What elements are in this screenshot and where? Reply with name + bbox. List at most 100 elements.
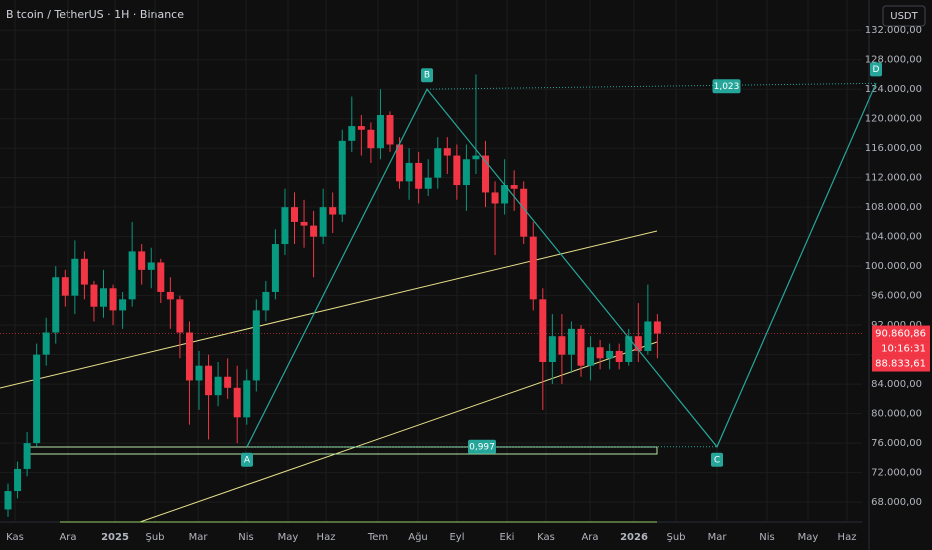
candle-body [109,288,117,311]
pattern-point-badge [870,62,882,77]
candle-body [615,350,623,363]
ratio-badge [468,439,496,454]
candle-body [510,185,518,189]
candle-body [71,258,79,296]
candle-body [520,188,528,237]
currency-button[interactable]: USDT [882,5,926,27]
candle-body [61,277,69,296]
x-tick-label: Haz [317,532,336,543]
pattern-line [246,83,877,448]
x-tick-label: Ara [581,532,598,543]
candle-body [224,376,232,388]
candle-body [472,155,480,160]
chart-title: Bitcoin / TetherUS · 1H · Binance [6,8,184,21]
candle-body [539,299,547,363]
x-tick-label: 2025 [101,532,129,543]
candle-body [119,299,127,311]
y-tick-label: 84.000,00 [871,379,922,390]
candle-body [100,288,107,307]
y-tick-label: 116.000,00 [865,143,922,154]
y-tick-label: 112.000,00 [865,173,922,184]
y-tick-label: 108.000,00 [865,202,922,213]
candle-body [319,207,327,237]
y-tick-label: 104.000,00 [865,232,922,243]
candle-body [4,491,12,510]
second-price-badge [872,355,930,372]
trend-line [139,341,658,523]
pattern-point-badge [241,452,253,467]
ratio-badge [712,79,741,94]
y-tick-label: 80.000,00 [871,409,922,420]
candle-body [491,192,499,204]
candle-body [462,159,470,186]
x-tick-label: Nis [759,532,774,543]
x-tick-label: May [798,532,819,543]
candle-body [501,185,509,204]
candle-body [443,148,451,156]
candle-body [90,284,98,307]
x-tick-label: 2026 [620,532,648,543]
y-tick-label: 72.000,00 [871,468,922,479]
currency-label[interactable]: USDT [890,11,918,22]
countdown-badge [872,341,930,356]
candle-body [577,328,585,366]
candle-body [587,347,595,366]
candle-body [128,251,136,300]
candle-body [233,387,241,418]
y-tick-label: 132.000,00 [865,25,922,36]
candle-body [644,321,652,351]
candle-body [367,129,375,149]
candle-body [348,126,356,141]
candle-body [42,332,50,355]
candle-body [653,321,661,334]
pattern-point-label: D [873,65,880,75]
candle-body [606,350,614,359]
button-frame[interactable] [882,5,926,27]
pattern-point-label: A [244,455,251,465]
candle-body [195,365,203,381]
y-tick-label: 96.000,00 [871,291,922,302]
x-tick-label: Kas [537,532,555,543]
candle-body [634,336,642,351]
x-tick-label: Tem [367,532,388,543]
x-tick-label: Eyl [449,532,464,543]
candle-body [14,468,22,492]
x-tick-label: Mar [189,532,209,543]
candle-body [271,244,279,292]
candle-body [80,258,88,285]
y-tick-label: 120.000,00 [865,114,922,125]
y-tick-label: 76.000,00 [871,438,922,449]
candle-body [23,443,31,469]
candle-body [405,162,413,182]
candle-body [157,262,165,292]
pattern-point-badge [421,68,433,83]
y-tick-label: 100.000,00 [865,261,922,272]
candle-body [205,365,213,396]
pattern-point-label: B [424,71,430,81]
last-price-label: 90.860,86 [875,329,926,340]
candle-body [52,277,60,333]
x-tick-label: Şub [145,532,164,543]
pattern-point-label: C [714,455,720,465]
candle-body [434,148,442,178]
x-tick-label: Kas [6,532,24,543]
candle-body [176,299,184,333]
candle-body [558,336,566,355]
candle-body [357,126,365,130]
ratio-label: 1,023 [714,82,740,92]
candle-body [529,236,537,300]
candle-body [548,336,556,363]
candle-body [625,336,633,363]
candle-body [415,162,423,189]
candle-body [567,328,575,355]
candle-body [310,225,318,237]
y-tick-label: 124.000,00 [865,84,922,95]
second-price-label: 88.833,61 [875,359,926,370]
last-price-badge [872,325,930,342]
candle-body [262,291,270,311]
candle-body [166,291,174,300]
x-tick-label: Ara [59,532,76,543]
candle-body [281,207,289,245]
candle-body [386,115,394,145]
